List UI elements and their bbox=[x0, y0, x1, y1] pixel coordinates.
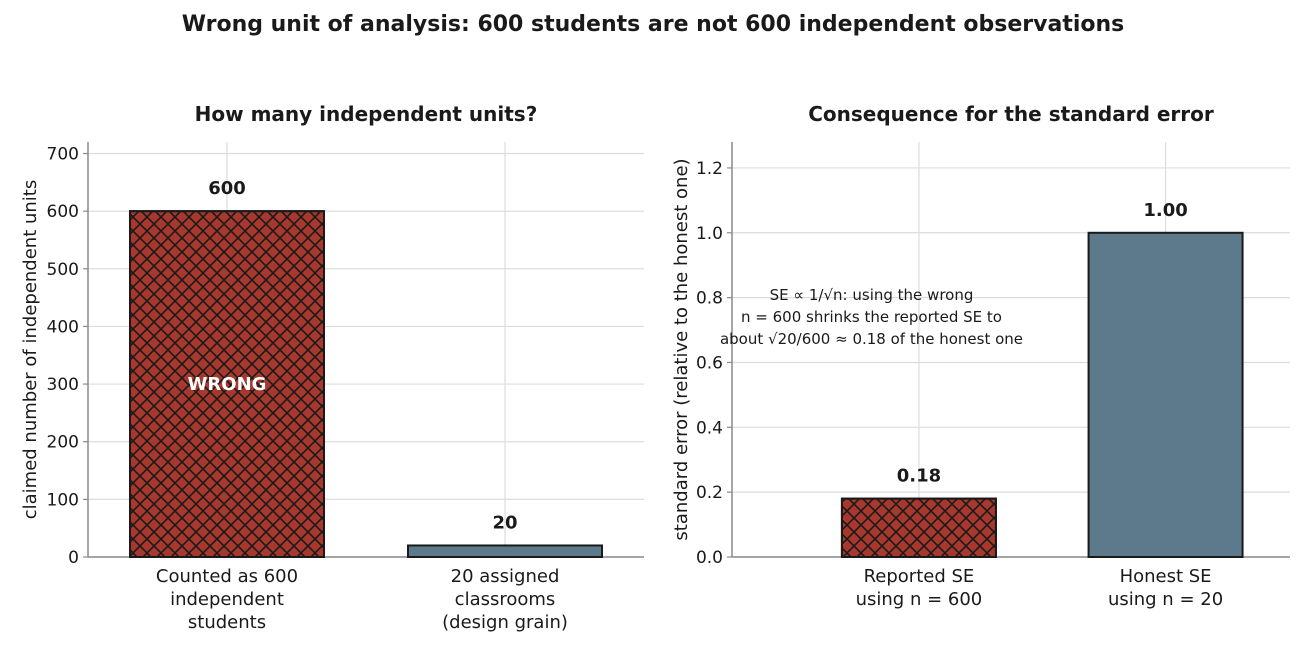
annotation-text: about √20/600 ≈ 0.18 of the honest one bbox=[720, 330, 1023, 348]
y-tick-label: 0.0 bbox=[696, 548, 723, 568]
y-tick-label: 0.6 bbox=[696, 353, 723, 373]
x-category-label: Counted as 600 bbox=[156, 566, 298, 587]
y-tick-label: 1.2 bbox=[696, 159, 723, 179]
y-tick-label: 500 bbox=[47, 260, 79, 280]
y-tick-label: 1.0 bbox=[696, 224, 723, 244]
bar-value-label: 20 bbox=[492, 512, 517, 533]
bar-value-label: 0.18 bbox=[897, 466, 941, 487]
bar-hatch bbox=[840, 497, 997, 558]
y-tick-label: 0.8 bbox=[696, 289, 723, 309]
x-category-label: Reported SE bbox=[864, 566, 975, 587]
y-tick-label: 0.2 bbox=[696, 483, 723, 503]
y-tick-label: 100 bbox=[47, 490, 79, 510]
y-axis-label: claimed number of independent units bbox=[20, 180, 41, 520]
x-category-label: independent bbox=[170, 589, 284, 610]
x-category-label: using n = 20 bbox=[1108, 589, 1223, 610]
panel-2-title: Consequence for the standard error bbox=[808, 102, 1214, 126]
y-tick-label: 200 bbox=[47, 433, 79, 453]
y-tick-label: 600 bbox=[47, 202, 79, 222]
panel-1-title: How many independent units? bbox=[195, 102, 538, 126]
x-category-label: using n = 600 bbox=[856, 589, 983, 610]
bar-2 bbox=[407, 544, 603, 559]
annotation-text: n = 600 shrinks the reported SE to bbox=[741, 308, 1002, 326]
x-category-label: (design grain) bbox=[442, 612, 568, 633]
bar-2 bbox=[1087, 231, 1244, 558]
figure-title: Wrong unit of analysis: 600 students are… bbox=[181, 12, 1125, 37]
bar-value-label: 1.00 bbox=[1143, 200, 1187, 221]
y-tick-label: 0.4 bbox=[696, 418, 723, 438]
bar-value-label: 600 bbox=[208, 178, 246, 199]
bar-hatch bbox=[129, 210, 325, 559]
bar-inside-label: WRONG bbox=[188, 374, 267, 395]
y-axis-label: standard error (relative to the honest o… bbox=[671, 158, 692, 540]
y-tick-label: 300 bbox=[47, 375, 79, 395]
x-category-label: 20 assigned bbox=[451, 566, 560, 587]
y-tick-label: 400 bbox=[47, 317, 79, 337]
y-tick-label: 0 bbox=[68, 548, 79, 568]
x-category-label: students bbox=[188, 612, 266, 633]
x-category-label: Honest SE bbox=[1120, 566, 1212, 587]
y-tick-label: 700 bbox=[47, 145, 79, 165]
annotation-text: SE ∝ 1/√n: using the wrong bbox=[770, 286, 974, 304]
x-category-label: classrooms bbox=[455, 589, 556, 610]
